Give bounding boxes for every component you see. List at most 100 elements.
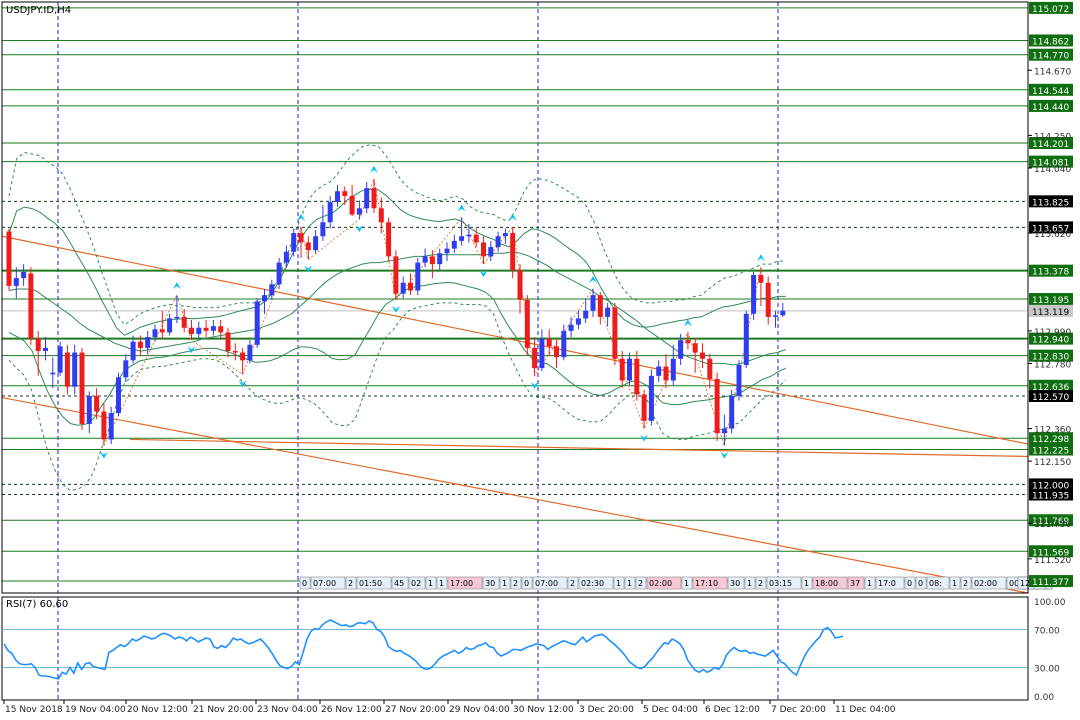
price-label: 112.570 [1032, 393, 1069, 403]
time-tick-label: 20 Nov 12:00 [127, 705, 188, 715]
candle-body [298, 233, 304, 243]
price-label: 114.770 [1032, 52, 1069, 62]
price-label: 112.000 [1032, 481, 1069, 491]
session-box [567, 576, 579, 590]
candle-body [692, 343, 698, 353]
session-label: 07:00 [535, 579, 558, 588]
trend-line [1, 235, 1029, 445]
candle-body [583, 310, 589, 319]
price-label: 115.072 [1032, 5, 1069, 15]
fractal-up-icon [589, 275, 597, 283]
candle-body [605, 307, 611, 317]
price-label-box [1029, 379, 1073, 392]
price-label-box [1029, 432, 1073, 445]
candle-body [386, 222, 392, 257]
price-tick-label: 114.670 [1034, 67, 1071, 77]
session-label: 08: [929, 579, 942, 588]
session-box [801, 576, 813, 590]
rsi-title: RSI(7) 60.60 [6, 599, 68, 610]
candle-body [116, 377, 121, 414]
candle-body [28, 273, 34, 339]
fractal-down-icon [530, 381, 539, 389]
candle-body [79, 352, 85, 424]
session-box [847, 576, 865, 590]
session-box [425, 576, 437, 590]
candle-body [510, 233, 516, 271]
price-tick-label: 112.360 [1034, 426, 1071, 436]
candle-body [181, 316, 187, 328]
candle-body [437, 253, 443, 265]
price-label-box [1029, 34, 1073, 47]
price-tick-label: 112.150 [1034, 458, 1071, 468]
candle-body [137, 341, 143, 348]
candle-body [378, 208, 384, 223]
session-box [949, 576, 961, 590]
price-tick-label: 113.620 [1034, 230, 1071, 240]
session-box [521, 576, 533, 590]
candle-body [444, 248, 450, 254]
candle-body [736, 364, 742, 396]
session-box [864, 576, 876, 590]
session-box [727, 576, 745, 590]
candle-body [189, 327, 194, 334]
candle-body [408, 282, 413, 291]
candle-body [554, 346, 559, 358]
session-label: 2 [638, 579, 643, 588]
fractal-up-icon [370, 165, 378, 173]
candle-body [502, 233, 508, 237]
session-box [613, 576, 625, 590]
session-label: 17:0 [878, 579, 896, 588]
session-box [310, 576, 346, 590]
fractal-down-icon [391, 305, 400, 313]
candle-body [43, 347, 48, 352]
fractal-down-icon [479, 270, 488, 278]
session-box [971, 576, 1007, 590]
price-label-box [1029, 83, 1073, 96]
candle-body [678, 340, 684, 359]
candle-body [247, 344, 253, 361]
fractal-down-icon [640, 434, 649, 442]
price-label: 112.940 [1032, 336, 1069, 346]
fractal-up-icon [172, 282, 181, 290]
candle-body [262, 295, 267, 302]
candle-body [152, 329, 158, 338]
candle-body [466, 234, 472, 237]
candle-body [488, 247, 494, 257]
session-box [510, 576, 522, 590]
session-box [345, 576, 357, 590]
session-label: 07:00 [313, 579, 336, 588]
price-label: 114.201 [1032, 140, 1069, 150]
candle-body [291, 233, 297, 252]
session-label: 45 [394, 579, 404, 588]
trend-lines [1, 235, 1029, 594]
session-label: 2 [348, 579, 353, 588]
session-label: 2 [758, 579, 763, 588]
fractal-down-icon [720, 451, 729, 459]
price-label-box [1029, 478, 1073, 491]
candle-body [130, 341, 136, 361]
price-label-box [1029, 349, 1073, 362]
session-box [482, 576, 500, 590]
candle-body [305, 242, 311, 251]
session-label: 17:00 [450, 579, 473, 588]
candle-body [451, 240, 457, 249]
time-tick-label: 29 Nov 04:00 [449, 705, 510, 715]
candle-body [459, 236, 465, 241]
price-label-box [1029, 137, 1073, 150]
session-label: 02:30 [581, 579, 604, 588]
price-label: 114.862 [1032, 37, 1069, 47]
candle-body [320, 222, 326, 237]
session-label: 30 [730, 579, 740, 588]
session-label: 2 [963, 579, 968, 588]
price-label-box [1029, 488, 1073, 501]
candle-body [517, 270, 523, 300]
price-axis: 115.072 114.862 114.770 114.544 114.440 114.2… [1, 1, 1073, 594]
session-label: 1 [502, 579, 507, 588]
main-frame [1, 1, 1029, 594]
price-label-box [1029, 264, 1073, 277]
session-label: 03:15 [769, 579, 792, 588]
trend-line [1, 396, 1029, 594]
time-tick-label: 27 Nov 20:00 [385, 705, 446, 715]
candle-body [6, 231, 12, 286]
